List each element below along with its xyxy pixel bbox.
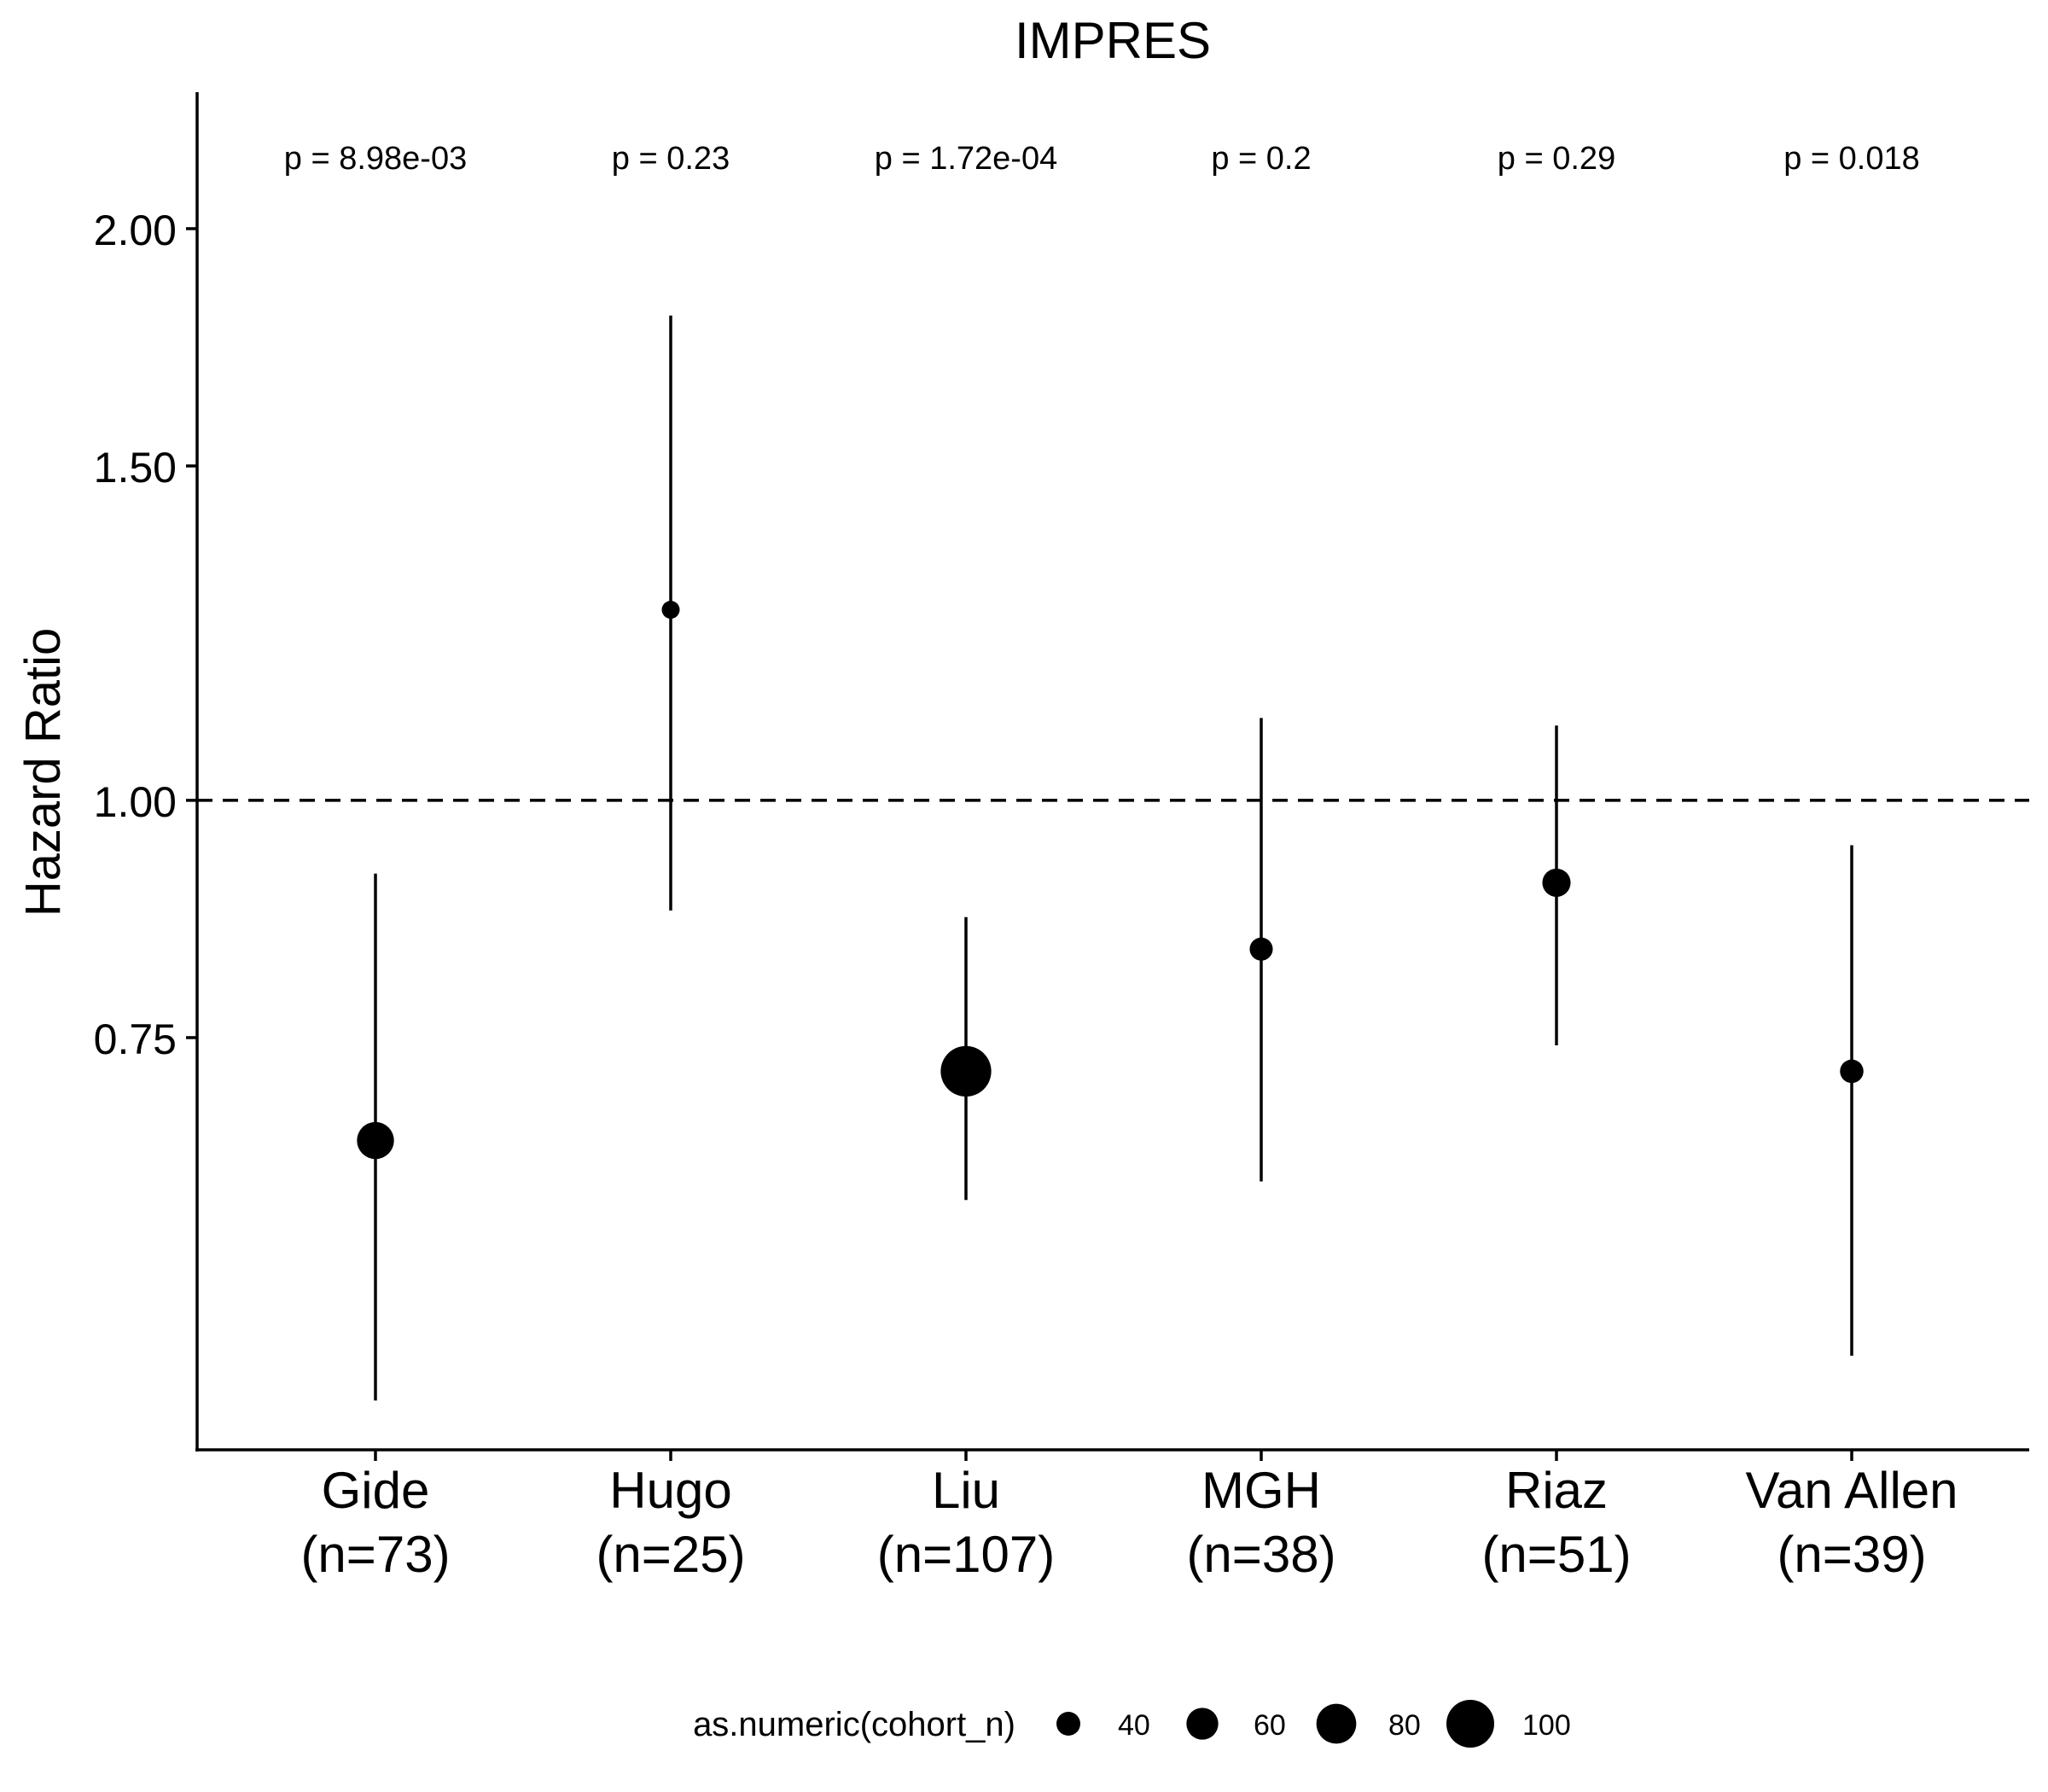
hazard-ratio-point bbox=[1542, 868, 1571, 897]
hazard-ratio-point bbox=[1249, 937, 1273, 961]
legend-key bbox=[1316, 1703, 1357, 1744]
legend-key bbox=[1186, 1708, 1219, 1740]
legend-label: 60 bbox=[1254, 1709, 1286, 1742]
hazard-ratio-points bbox=[357, 601, 1864, 1160]
p-value-labels: p = 8.98e-03 p = 0.23 p = 1.72e-04 p = 0.2 p… bbox=[284, 141, 1920, 177]
legend-title: as.numeric(cohort_n) bbox=[693, 1706, 1015, 1743]
x-tick-n-label: (n=73) bbox=[300, 1526, 450, 1583]
x-tick-n-label: (n=38) bbox=[1186, 1526, 1335, 1583]
hazard-ratio-point bbox=[1840, 1059, 1864, 1084]
y-axis: 0.75 1.00 1.50 2.00 bbox=[94, 207, 197, 1063]
x-tick-n-label: (n=39) bbox=[1777, 1526, 1926, 1583]
x-tick-label: Van Allen bbox=[1745, 1462, 1958, 1519]
y-tick-label: 1.50 bbox=[94, 444, 177, 492]
chart-title: IMPRES bbox=[1015, 12, 1211, 69]
x-tick-label: Hugo bbox=[609, 1462, 731, 1519]
p-value-label: p = 0.2 bbox=[1211, 141, 1311, 177]
x-tick-n-label: (n=25) bbox=[596, 1526, 745, 1583]
legend-label: 80 bbox=[1388, 1709, 1421, 1742]
legend-key bbox=[1446, 1700, 1494, 1748]
legend-key bbox=[1056, 1712, 1080, 1736]
hazard-ratio-point bbox=[661, 601, 680, 620]
legend-label: 100 bbox=[1522, 1709, 1571, 1742]
y-axis-label: Hazard Ratio bbox=[15, 628, 71, 916]
p-value-label: p = 0.23 bbox=[612, 141, 730, 177]
p-value-label: p = 1.72e-04 bbox=[875, 141, 1057, 177]
y-tick-label: 2.00 bbox=[94, 207, 177, 254]
hazard-ratio-point bbox=[357, 1121, 394, 1160]
x-axis: Gide (n=73) Hugo (n=25) Liu (n=107) MGH (n=38) R… bbox=[300, 1450, 1958, 1583]
y-tick-label: 0.75 bbox=[94, 1015, 177, 1063]
x-tick-label: Riaz bbox=[1505, 1462, 1608, 1519]
p-value-label: p = 8.98e-03 bbox=[284, 141, 467, 177]
p-value-label: p = 0.018 bbox=[1783, 141, 1920, 177]
y-tick-label: 1.00 bbox=[94, 778, 177, 826]
x-tick-label: Liu bbox=[932, 1462, 1000, 1519]
x-tick-n-label: (n=51) bbox=[1481, 1526, 1631, 1583]
confidence-intervals bbox=[374, 315, 1853, 1401]
legend-label: 40 bbox=[1118, 1709, 1150, 1742]
x-tick-label: MGH bbox=[1201, 1462, 1321, 1519]
hazard-ratio-point bbox=[940, 1045, 992, 1097]
x-tick-n-label: (n=107) bbox=[877, 1526, 1055, 1583]
size-legend: as.numeric(cohort_n) 40 60 80 100 bbox=[693, 1700, 1571, 1748]
p-value-label: p = 0.29 bbox=[1498, 141, 1615, 177]
x-tick-label: Gide bbox=[322, 1462, 430, 1519]
